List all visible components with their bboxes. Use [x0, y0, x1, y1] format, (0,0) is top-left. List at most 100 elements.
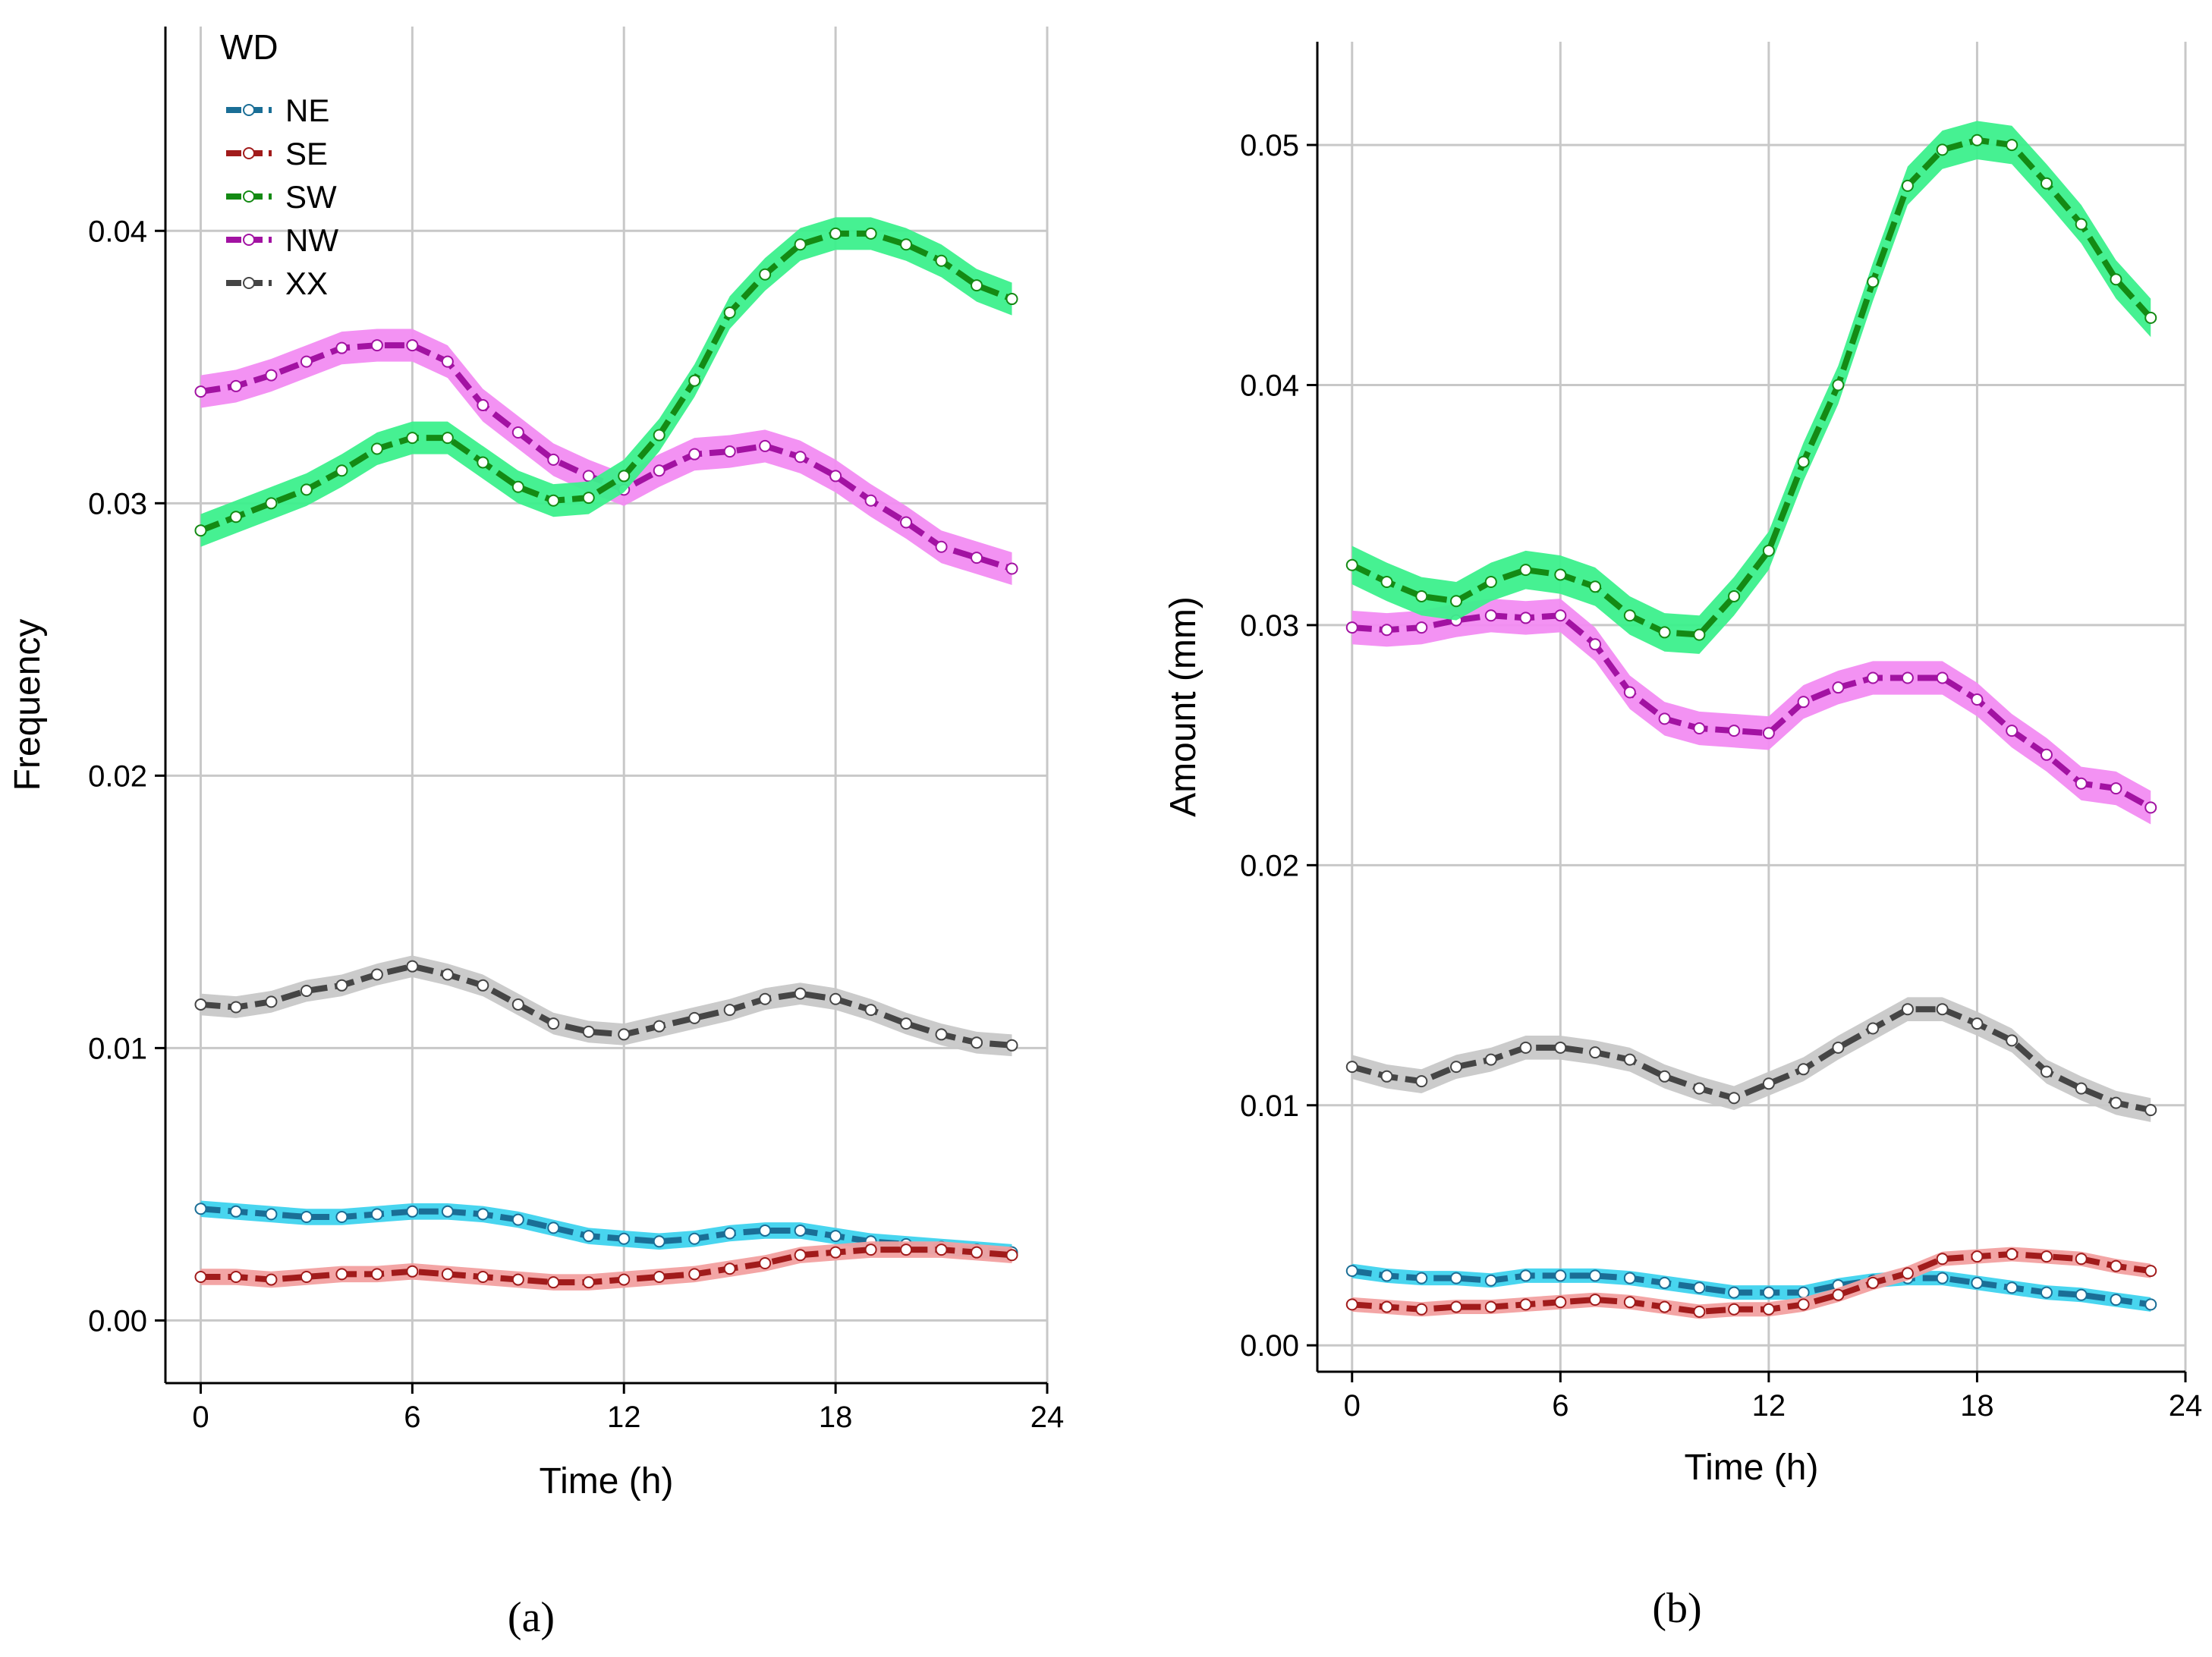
data-point-sw — [300, 483, 313, 496]
data-point-xx — [1762, 1077, 1775, 1090]
data-point-ne — [1519, 1269, 1532, 1282]
data-point-nw — [1832, 681, 1845, 694]
data-point-xx — [1867, 1022, 1880, 1035]
data-point-xx — [2075, 1082, 2088, 1095]
data-point-ne — [1658, 1276, 1671, 1289]
data-point-sw — [1519, 564, 1532, 577]
data-point-sw — [229, 511, 242, 524]
y-axis-label: Amount (mm) — [1163, 596, 1204, 817]
data-point-sw — [759, 268, 772, 281]
data-point-xx — [2110, 1096, 2122, 1109]
data-point-se — [1623, 1296, 1636, 1309]
data-point-sw — [547, 494, 560, 507]
legend-marker-xx — [243, 277, 255, 289]
data-point-nw — [1589, 638, 1602, 651]
data-point-nw — [688, 448, 701, 461]
data-point-sw — [1971, 134, 1984, 146]
data-point-nw — [265, 369, 278, 382]
data-point-ne — [547, 1222, 560, 1234]
series-line-sw — [200, 230, 1013, 533]
data-point-se — [2110, 1259, 2122, 1272]
data-point-nw — [194, 385, 207, 398]
series-line-nw — [200, 342, 1013, 572]
data-point-sw — [335, 464, 348, 477]
data-point-nw — [477, 399, 489, 412]
data-point-sw — [1554, 568, 1567, 581]
data-point-sw — [2006, 139, 2018, 152]
x-tick-label: 6 — [404, 1401, 420, 1434]
data-point-se — [511, 1273, 524, 1286]
data-point-sw — [653, 429, 665, 442]
data-point-nw — [2144, 801, 2157, 814]
data-point-nw — [1728, 725, 1741, 737]
data-point-se — [618, 1273, 631, 1286]
data-point-se — [1797, 1298, 1810, 1311]
data-point-ne — [2040, 1286, 2053, 1299]
data-point-se — [2040, 1250, 2053, 1263]
data-point-ne — [1380, 1269, 1393, 1282]
data-point-se — [1901, 1267, 1914, 1280]
data-point-ne — [300, 1210, 313, 1223]
data-point-nw — [759, 439, 772, 452]
data-point-nw — [794, 451, 807, 464]
data-point-nw — [1345, 621, 1358, 634]
data-point-nw — [511, 426, 524, 439]
x-tick-label: 24 — [2169, 1389, 2203, 1423]
data-point-nw — [1415, 621, 1428, 634]
data-point-ne — [829, 1230, 842, 1243]
data-point-se — [2006, 1247, 2018, 1260]
data-point-nw — [2075, 777, 2088, 790]
legend-item-xx: XX — [226, 266, 328, 301]
data-point-sw — [2110, 273, 2122, 286]
data-point-ne — [2144, 1298, 2157, 1311]
data-point-nw — [971, 552, 983, 564]
data-point-xx — [1380, 1070, 1393, 1083]
data-point-xx — [335, 979, 348, 992]
x-tick-label: 0 — [1344, 1389, 1361, 1423]
series-group — [1345, 121, 2157, 1319]
y-tick-label: 0.00 — [88, 1304, 147, 1338]
data-point-se — [547, 1276, 560, 1289]
legend-label-sw: SW — [285, 179, 337, 215]
data-point-sw — [1797, 455, 1810, 468]
data-point-xx — [511, 998, 524, 1011]
y-axis-label: Frequency — [8, 619, 48, 791]
legend-label-ne: NE — [285, 93, 329, 128]
data-point-nw — [300, 355, 313, 368]
data-point-ne — [688, 1232, 701, 1245]
data-point-ne — [759, 1224, 772, 1237]
confidence-band-sw — [200, 217, 1012, 547]
data-point-se — [1693, 1305, 1706, 1318]
y-tick-label: 0.05 — [1240, 129, 1299, 162]
data-point-sw — [1589, 580, 1602, 593]
data-point-sw — [900, 238, 913, 251]
data-point-ne — [1971, 1276, 1984, 1289]
data-point-sw — [2040, 177, 2053, 190]
data-point-sw — [935, 254, 948, 267]
data-point-sw — [477, 456, 489, 469]
data-point-xx — [688, 1011, 701, 1024]
data-point-sw — [971, 279, 983, 292]
data-point-ne — [511, 1213, 524, 1226]
data-point-sw — [1762, 544, 1775, 557]
data-point-xx — [1901, 1003, 1914, 1016]
data-point-se — [1728, 1303, 1741, 1316]
data-point-ne — [229, 1205, 242, 1218]
data-point-xx — [1554, 1041, 1567, 1054]
data-point-sw — [1380, 575, 1393, 588]
data-point-se — [794, 1249, 807, 1262]
data-point-nw — [2006, 725, 2018, 737]
data-point-se — [194, 1270, 207, 1283]
legend-item-se: SE — [226, 136, 328, 171]
data-point-xx — [1936, 1003, 1949, 1016]
data-point-xx — [829, 992, 842, 1005]
x-tick-label: 24 — [1030, 1401, 1065, 1434]
data-point-sw — [370, 442, 383, 455]
data-point-sw — [1728, 590, 1741, 602]
data-point-xx — [1658, 1070, 1671, 1083]
data-point-nw — [582, 470, 595, 483]
data-point-nw — [1519, 612, 1532, 624]
data-point-sw — [406, 432, 419, 445]
series-xx — [194, 955, 1018, 1057]
data-point-ne — [1589, 1269, 1602, 1282]
